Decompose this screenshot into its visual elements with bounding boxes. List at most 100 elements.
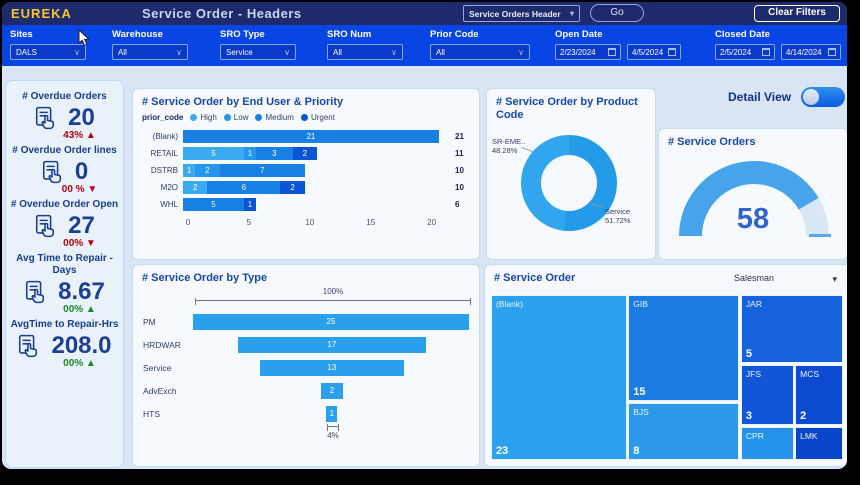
- treemap-tile-jar[interactable]: JAR 5: [740, 295, 843, 364]
- mouse-cursor-icon: [78, 29, 90, 47]
- funnel-category-label: HRDWAR: [143, 339, 181, 350]
- legend-item-low[interactable]: Low: [223, 113, 248, 122]
- calendar-icon[interactable]: [762, 48, 770, 56]
- treemap-tile-blank[interactable]: (Blank) 23: [491, 295, 627, 460]
- treemap-tile-lmk[interactable]: LMK: [795, 427, 843, 460]
- filter-label: Warehouse: [112, 29, 163, 40]
- card-service-order-by-type: # Service Order by Type 100% PM 25 HRDWAR 17…: [132, 264, 480, 467]
- kpi-label: # Overdue Orders: [22, 91, 107, 102]
- treemap-tile-jfs[interactable]: JFS 3: [740, 365, 794, 426]
- treemap-tile-label: GIB: [633, 299, 648, 309]
- filter-select-warehouse[interactable]: All ∨: [112, 44, 188, 60]
- treemap-tile-gib[interactable]: GIB 15: [628, 295, 740, 402]
- treemap-tile-label: (Blank): [496, 299, 523, 309]
- filter-select-sro-type[interactable]: Service ∨: [220, 44, 296, 60]
- date-input-to[interactable]: 4/14/2024: [781, 44, 841, 60]
- funnel-bar-service[interactable]: 13: [260, 359, 404, 376]
- calendar-icon[interactable]: [668, 48, 676, 56]
- bar-total-label: 6: [455, 199, 460, 209]
- treemap-tile-label: MCS: [800, 369, 820, 380]
- date-input-from[interactable]: 2/5/2024: [715, 44, 775, 60]
- filter-select-value: All: [118, 47, 127, 57]
- funnel-bar-hrdwar[interactable]: 17: [238, 336, 426, 353]
- funnel-track: 25: [193, 313, 469, 330]
- bar-segment-medium[interactable]: 5: [183, 197, 244, 211]
- funnel-bar-advexch[interactable]: 2: [320, 382, 343, 399]
- filter-bar: Sites DALS ∨ Warehouse All ∨ SRO Type Service ∨ S…: [2, 25, 847, 66]
- bar-segment-high[interactable]: 1: [183, 163, 196, 177]
- funnel-bottom-scale-label: 4%: [327, 430, 339, 440]
- calendar-icon[interactable]: [828, 48, 836, 56]
- clear-filters-button[interactable]: Clear Filters: [754, 5, 840, 22]
- kpi-value: 208.0: [51, 332, 112, 359]
- filter-select-prior-code[interactable]: All ∨: [430, 44, 530, 60]
- treemap-tile-mcs[interactable]: MCS 2: [795, 365, 843, 426]
- legend-item-medium[interactable]: Medium: [255, 113, 294, 122]
- legend-label: Urgent: [310, 112, 335, 122]
- filter-label: Closed Date: [715, 29, 770, 40]
- funnel-chart: 100% PM 25 HRDWAR 17 Service 13 AdvExch 2 HTS 1 4%: [133, 285, 479, 444]
- bar-category-label: RETAIL: [150, 148, 178, 158]
- bar-segment-high[interactable]: 5: [183, 146, 244, 160]
- bar-segment-low[interactable]: 1: [243, 146, 257, 160]
- document-click-icon: [34, 105, 62, 131]
- document-click-icon: [17, 333, 45, 359]
- kpi-block-0: # Overdue Orders 20 43% ▲: [6, 91, 123, 141]
- bar-total-label: 21: [455, 131, 464, 141]
- bar-segment-medium[interactable]: 3: [256, 146, 293, 160]
- bar-segment-urgent[interactable]: 1: [243, 197, 257, 211]
- bar-category-label: DSTRB: [150, 165, 178, 175]
- bar-segment-high[interactable]: 2: [183, 180, 208, 194]
- filter-select-value: Service: [226, 47, 253, 57]
- funnel-bar-pm[interactable]: 25: [193, 313, 469, 330]
- bar-segment-medium[interactable]: 7: [219, 163, 305, 177]
- report-selector-dropdown[interactable]: Service Orders Header ▾: [463, 5, 580, 22]
- donut-slice-label-sr-eme: SR-EME.. 48.28%: [492, 137, 526, 155]
- bar-segment-urgent[interactable]: 2: [292, 146, 317, 160]
- gauge-target-marker: [809, 234, 831, 237]
- bar-segment-low[interactable]: 2: [195, 163, 220, 177]
- detail-view-toggle[interactable]: [801, 87, 846, 107]
- kpi-block-2: # Overdue Order Open 27 00% ▼: [6, 199, 123, 249]
- date-input-from[interactable]: 2/23/2024: [555, 44, 621, 60]
- kpi-delta: 43% ▲: [63, 130, 96, 141]
- date-input-to[interactable]: 4/5/2024: [627, 44, 681, 60]
- kpi-label: Avg Time to Repair - Days: [16, 253, 113, 276]
- treemap-tile-bjs[interactable]: BJS 8: [628, 403, 740, 460]
- bar-segment-medium[interactable]: 21: [183, 129, 439, 143]
- chevron-down-icon[interactable]: ▾: [832, 274, 837, 284]
- filter-select-sites[interactable]: DALS ∨: [10, 44, 86, 60]
- calendar-icon[interactable]: [608, 48, 616, 56]
- funnel-category-label: HTS: [143, 408, 160, 419]
- funnel-bar-hts[interactable]: 1: [326, 405, 338, 422]
- card-service-order-treemap: # Service Order Salesman ▾ (Blank) 23 GIB 1…: [484, 264, 847, 467]
- kpi-row: 27: [6, 212, 123, 240]
- legend-dot: [300, 113, 308, 121]
- chevron-down-icon: ▾: [569, 9, 574, 18]
- filter-select-sro-num[interactable]: All ∨: [327, 44, 403, 60]
- funnel-bottom-scale-line: [327, 423, 339, 431]
- treemap-tile-label: BJS: [633, 407, 649, 418]
- legend-item-high[interactable]: High: [190, 113, 217, 122]
- go-button[interactable]: Go: [590, 4, 644, 22]
- filter-label: Sites: [10, 29, 33, 40]
- funnel-track: 17: [195, 336, 469, 353]
- filter-group-closed-date: Closed Date 2/5/2024 4/14/2024: [715, 29, 841, 60]
- filter-select-value: All: [333, 47, 342, 57]
- brand-logo: EUREKA: [11, 6, 72, 21]
- treemap-group-dropdown[interactable]: Salesman: [733, 273, 774, 283]
- bar-segment-medium[interactable]: 6: [207, 180, 281, 194]
- treemap-tile-value: 5: [745, 348, 753, 361]
- kpi-row: 0: [6, 158, 123, 186]
- treemap-tile-cpr[interactable]: CPR: [740, 427, 794, 460]
- kpi-delta: 00 % ▼: [61, 184, 98, 195]
- donut-chart[interactable]: [521, 135, 617, 231]
- gauge-value: 58: [736, 203, 770, 235]
- x-axis-tick: 15: [366, 217, 376, 227]
- bar-segment-urgent[interactable]: 2: [280, 180, 305, 194]
- detail-view-label: Detail View: [728, 90, 792, 104]
- date-value: 2/23/2024: [560, 47, 596, 57]
- gauge-chart[interactable]: [679, 161, 829, 237]
- legend-item-urgent[interactable]: Urgent: [300, 112, 335, 122]
